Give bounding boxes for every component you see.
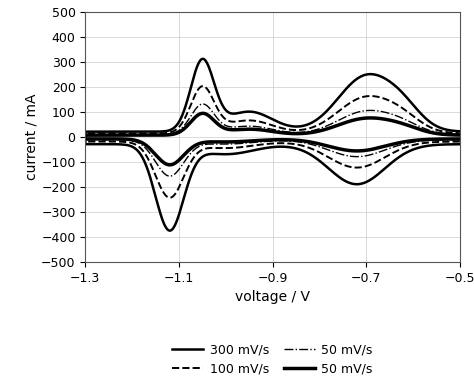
Y-axis label: current / mA: current / mA [24, 94, 38, 180]
Legend: 300 mV/s, 100 mV/s, 50 mV/s, 50 mV/s: 300 mV/s, 100 mV/s, 50 mV/s, 50 mV/s [167, 338, 378, 380]
X-axis label: voltage / V: voltage / V [235, 290, 310, 304]
